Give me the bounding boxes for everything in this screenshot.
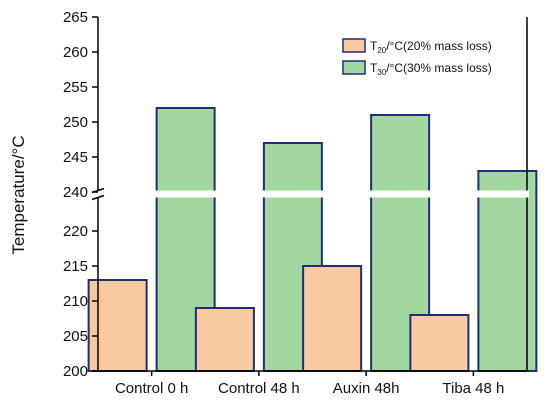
bar-t20-4 (409, 314, 470, 372)
y-axis-label: Temperature/°C (9, 135, 28, 254)
legend-swatch (342, 60, 366, 75)
y-tick-label: 240 (63, 184, 88, 201)
y-tick-label: 245 (63, 149, 88, 166)
legend-swatch (342, 38, 366, 53)
legend-label: T30/°C(30% mass loss) (370, 61, 492, 77)
y-tick-label: 260 (63, 44, 88, 61)
y-tick-label: 200 (63, 363, 88, 380)
bar-t20-2 (194, 307, 255, 372)
axis-break-mark (91, 194, 105, 201)
y-tick-label: 255 (63, 79, 88, 96)
y-tick-label: 265 (63, 9, 88, 26)
bars-layer (87, 107, 538, 372)
bar-t20-3 (302, 265, 363, 372)
y-tick-label: 210 (63, 293, 88, 310)
x-tick-label: Control 48 h (218, 380, 300, 397)
legend: T20/°C(20% mass loss) T30/°C(30% mass los… (342, 38, 492, 77)
x-tick-label: Auxin 48h (333, 380, 400, 397)
y-tick-label: 215 (63, 258, 88, 275)
axis-break-gap (92, 190, 529, 198)
y-tick-label: 220 (63, 223, 88, 240)
y-tick-label: 205 (63, 328, 88, 345)
x-tick-label: Tiba 48 h (442, 380, 504, 397)
legend-label: T20/°C(20% mass loss) (370, 39, 492, 55)
axes-layer: Control 0 h Control 48 h Auxin 48h Tiba 48 … (63, 9, 529, 397)
x-tick-label: Control 0 h (115, 380, 188, 397)
y-tick-label: 250 (63, 114, 88, 131)
